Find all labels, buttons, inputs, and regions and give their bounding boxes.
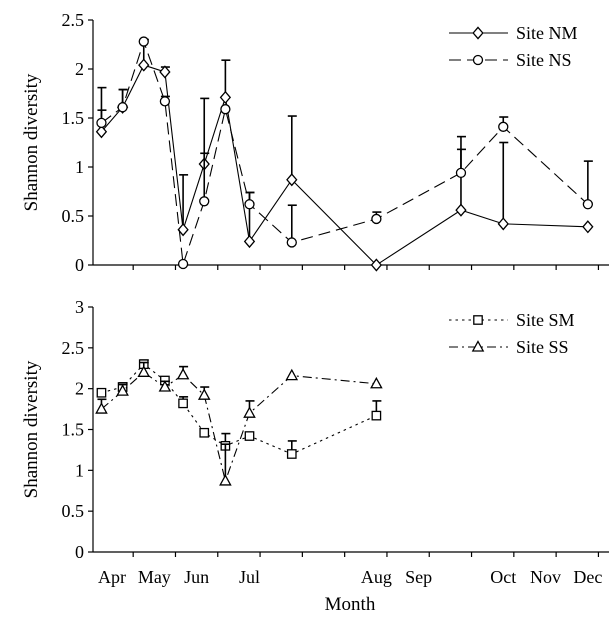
legend-label: Site SS xyxy=(516,337,569,357)
data-point xyxy=(199,196,210,207)
x-category-label: Dec xyxy=(573,567,602,587)
data-point xyxy=(95,125,108,139)
series-site-ss xyxy=(95,361,383,486)
data-point xyxy=(243,406,256,418)
data-point xyxy=(286,173,298,187)
data-point xyxy=(96,117,107,129)
y-tick-label: 3 xyxy=(75,297,84,317)
x-category-label: Sep xyxy=(405,567,432,587)
data-point xyxy=(219,474,232,486)
y-tick-label: 1.5 xyxy=(62,420,85,440)
x-category-label: Apr xyxy=(98,567,126,587)
x-category-label: Aug xyxy=(361,567,392,587)
legend-marker xyxy=(472,26,484,40)
data-point xyxy=(177,223,189,237)
x-category-label: Jun xyxy=(184,567,209,587)
data-point xyxy=(285,368,299,381)
x-category-label: May xyxy=(138,567,171,587)
data-point xyxy=(582,220,594,234)
data-point xyxy=(244,431,255,441)
y-axis-label: Shannon diversity xyxy=(21,360,42,498)
legend-label: Site NS xyxy=(516,50,572,70)
data-point xyxy=(199,427,210,438)
data-point xyxy=(286,237,297,248)
data-point xyxy=(158,380,172,392)
data-point xyxy=(370,376,383,389)
x-axis-label: Month xyxy=(325,594,376,615)
y-tick-label: 2 xyxy=(75,379,84,399)
data-point xyxy=(497,217,509,231)
data-point xyxy=(243,234,256,249)
y-tick-label: 2 xyxy=(75,59,84,79)
y-tick-label: 0.5 xyxy=(62,501,85,521)
data-point xyxy=(95,402,108,414)
data-point xyxy=(582,199,594,210)
x-category-label: Jul xyxy=(239,567,260,587)
legend: Site NM Site NS xyxy=(449,23,578,70)
legend-marker xyxy=(473,315,483,325)
y-tick-label: 1.5 xyxy=(62,108,85,128)
data-point xyxy=(371,213,382,225)
y-tick-label: 0 xyxy=(75,255,84,275)
data-point xyxy=(96,387,107,398)
data-point xyxy=(371,410,382,421)
data-point xyxy=(116,384,129,396)
y-tick-label: 1 xyxy=(75,157,84,177)
data-point xyxy=(220,104,231,115)
data-point xyxy=(178,398,188,409)
legend-label: Site NM xyxy=(516,23,578,43)
y-tick-label: 2.5 xyxy=(62,338,85,358)
y-tick-label: 0.5 xyxy=(62,206,85,226)
legend-marker xyxy=(472,54,484,66)
y-tick-label: 2.5 xyxy=(62,10,85,30)
data-point xyxy=(244,199,255,210)
data-point xyxy=(138,58,150,72)
series-line xyxy=(101,64,588,266)
data-point xyxy=(219,90,232,105)
data-point xyxy=(455,203,467,217)
data-point xyxy=(159,65,171,79)
data-point xyxy=(370,258,383,272)
data-point xyxy=(138,36,149,47)
x-category-label: Nov xyxy=(530,567,561,587)
legend-marker xyxy=(471,340,485,352)
data-point xyxy=(117,102,128,113)
x-category-label: Oct xyxy=(490,567,516,587)
data-point xyxy=(159,96,171,107)
y-tick-label: 1 xyxy=(75,460,84,480)
legend: Site SM Site SS xyxy=(449,310,575,357)
data-point xyxy=(197,388,211,400)
data-point xyxy=(286,449,297,459)
data-point xyxy=(137,365,151,377)
data-point xyxy=(498,121,509,132)
series-site-ns xyxy=(96,36,594,270)
y-axis-label: Shannon diversity xyxy=(21,73,42,211)
y-tick-label: 0 xyxy=(75,542,84,562)
series-site-nm xyxy=(95,38,594,272)
data-point xyxy=(176,367,190,380)
series-line xyxy=(101,363,377,455)
data-point xyxy=(177,258,189,270)
legend-label: Site SM xyxy=(516,310,575,330)
data-point xyxy=(455,167,467,179)
series-line xyxy=(101,371,377,483)
